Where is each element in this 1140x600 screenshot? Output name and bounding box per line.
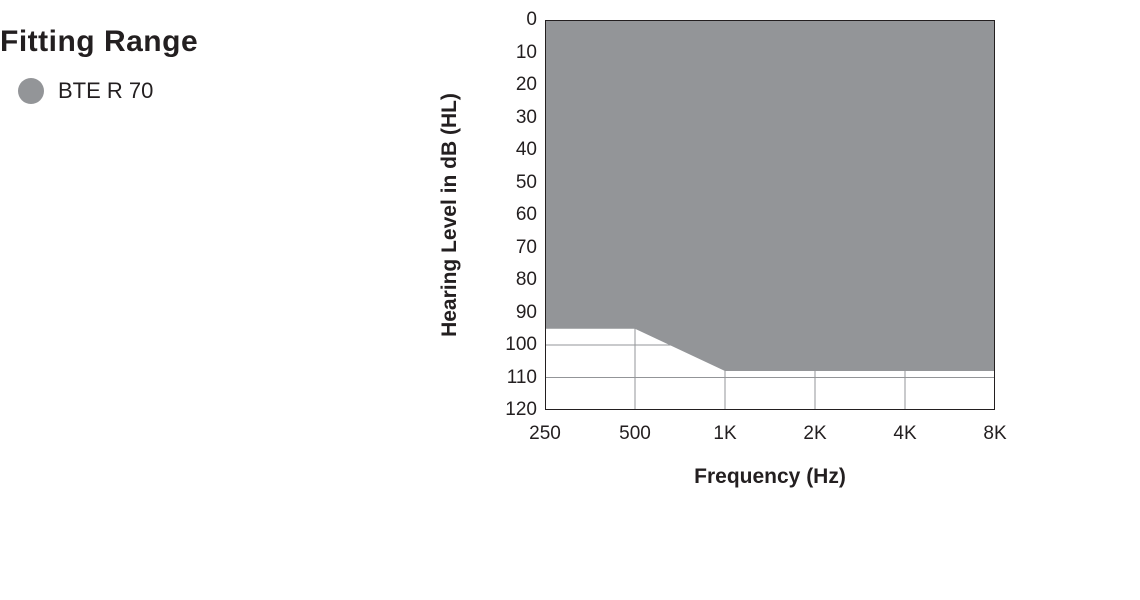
x-tick-label: 500 bbox=[619, 423, 651, 445]
y-tick-label: 20 bbox=[497, 74, 537, 96]
x-tick-label: 250 bbox=[529, 423, 561, 445]
y-tick-label: 30 bbox=[497, 107, 537, 129]
y-tick-label: 80 bbox=[497, 269, 537, 291]
x-axis-title: Frequency (Hz) bbox=[545, 465, 995, 489]
fitting-range-chart: Hearing Level in dB (HL) 010203040506070… bbox=[430, 10, 1030, 530]
y-tick-label: 0 bbox=[497, 9, 537, 31]
legend-label: BTE R 70 bbox=[58, 78, 153, 104]
y-tick-label: 90 bbox=[497, 302, 537, 324]
x-tick-label: 4K bbox=[893, 423, 916, 445]
y-tick-label: 50 bbox=[497, 172, 537, 194]
y-tick-label: 60 bbox=[497, 204, 537, 226]
x-tick-label: 8K bbox=[983, 423, 1006, 445]
plot-area: 01020304050607080901001101202505001K2K4K… bbox=[545, 20, 995, 415]
y-tick-label: 110 bbox=[497, 367, 537, 389]
y-axis-title: Hearing Level in dB (HL) bbox=[438, 93, 462, 337]
y-tick-label: 120 bbox=[497, 399, 537, 421]
y-tick-label: 10 bbox=[497, 42, 537, 64]
chart-svg bbox=[545, 20, 995, 410]
x-tick-label: 1K bbox=[713, 423, 736, 445]
page-title: Fitting Range bbox=[0, 25, 198, 59]
y-tick-label: 40 bbox=[497, 139, 537, 161]
legend: BTE R 70 bbox=[18, 78, 153, 104]
y-tick-label: 70 bbox=[497, 237, 537, 259]
x-tick-label: 2K bbox=[803, 423, 826, 445]
y-tick-label: 100 bbox=[497, 334, 537, 356]
legend-swatch bbox=[18, 78, 44, 104]
